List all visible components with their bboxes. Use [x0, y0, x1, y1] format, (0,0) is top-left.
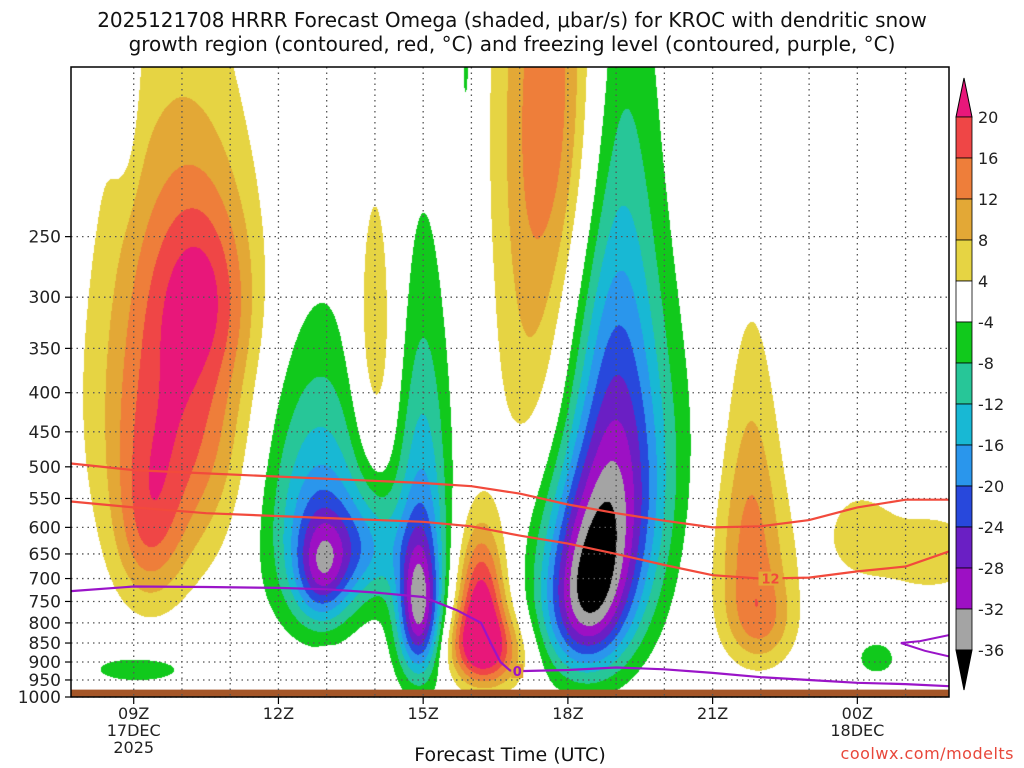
colorbar-label--28: -28 [978, 559, 1004, 578]
dgz-contour-minus-10 [71, 462, 949, 529]
contour-labels: 12 0 [511, 571, 783, 680]
chart-title-line-1: 2025121708 HRRR Forecast Omega (shaded, … [97, 8, 927, 32]
x-tick-label-00Z-line-2: 18DEC [830, 721, 884, 740]
colorbar-bin-12-to-16 [955, 157, 973, 200]
x-tick-label-09Z-line-1: 09Z [118, 704, 149, 723]
colorbar-label--16: -16 [978, 436, 1004, 455]
y-tick-label-550: 550 [29, 489, 61, 509]
dgz-contour-label: 12 [761, 573, 779, 588]
y-tick-label-600: 600 [29, 518, 61, 538]
colorbar-bin--20-to--16 [955, 444, 973, 487]
colorbar-bin--4-to-4 [955, 280, 973, 323]
colorbar-bin--16-to--12 [955, 403, 973, 446]
dgz-label-bg [758, 571, 783, 586]
colorbar-label--4: -4 [978, 313, 994, 332]
colorbar-bin-8-to-12 [955, 198, 973, 241]
y-tick-label-1000: 1000 [18, 688, 61, 708]
y-tick-label-950: 950 [29, 671, 61, 691]
colorbar-label--12: -12 [978, 395, 1004, 414]
y-tick-label-300: 300 [29, 288, 61, 308]
omega-shaded-field [71, 67, 949, 697]
freezing-label-bg [511, 664, 524, 679]
colorbar-bin--32-to--28 [955, 567, 973, 610]
y-axis-pressure: 2503003504004505005506006507007508008509… [18, 228, 71, 708]
y-tick-label-450: 450 [29, 423, 61, 443]
colorbar-bin--28-to--24 [955, 526, 973, 569]
dgz-contour-minus-12 [71, 500, 949, 580]
colorbar-label--20: -20 [978, 477, 1004, 496]
x-tick-label-09Z-line-3: 2025 [113, 738, 154, 757]
colorbar-legend: 20 16 12 8 4 -4 -8 -12 -16 -20 -24 -28 -32 -36 [955, 77, 1004, 691]
ground-below-surface [71, 689, 949, 697]
x-tick-label-18Z-line-1: 18Z [552, 704, 583, 723]
colorbar-bin--24-to--20 [955, 485, 973, 528]
colorbar-label-8: 8 [978, 231, 988, 250]
colorbar-label-4: 4 [978, 272, 988, 291]
colorbar-bin-4-to-8 [955, 239, 973, 282]
x-tick-label-00Z-line-1: 00Z [842, 704, 873, 723]
plot-frame [70, 66, 950, 698]
colorbar-label--32: -32 [978, 600, 1004, 619]
x-tick-label-12Z-line-1: 12Z [263, 704, 294, 723]
x-tick-label-09Z-line-2: 17DEC [107, 721, 161, 740]
x-tick-label-15Z-line-1: 15Z [408, 704, 439, 723]
source-credit[interactable]: coolwx.com/modelts [840, 744, 1014, 763]
colorbar-bin--12-to--8 [955, 362, 973, 405]
y-tick-label-850: 850 [29, 634, 61, 654]
y-tick-label-250: 250 [29, 228, 61, 248]
colorbar-label--8: -8 [978, 354, 994, 373]
colorbar-label--24: -24 [978, 518, 1004, 537]
freezing-level-label: 0 [513, 665, 522, 680]
contour-lines [71, 462, 949, 688]
y-tick-label-500: 500 [29, 458, 61, 478]
freezing-level-contour [71, 585, 949, 688]
x-tick-label-21Z-line-1: 21Z [697, 704, 728, 723]
colorbar-label--36: -36 [978, 641, 1004, 660]
y-tick-label-900: 900 [29, 653, 61, 673]
y-tick-label-700: 700 [29, 570, 61, 590]
colorbar-bin--8-to--4 [955, 321, 973, 364]
y-tick-label-350: 350 [29, 339, 61, 359]
colorbar-top-extend [955, 77, 973, 118]
colorbar-label-20: 20 [978, 108, 998, 127]
colorbar-label-16: 16 [978, 149, 998, 168]
chart-title-line-2: growth region (contoured, red, °C) and f… [128, 32, 896, 56]
colorbar-bottom-extend [955, 649, 973, 691]
y-tick-label-750: 750 [29, 592, 61, 612]
x-axis-title: Forecast Time (UTC) [414, 744, 606, 766]
colorbar-label-12: 12 [978, 190, 998, 209]
freezing-level-contour-right-lower [900, 642, 949, 658]
y-tick-label-400: 400 [29, 384, 61, 404]
freezing-level-contour-right-upper [900, 634, 949, 644]
colorbar-bin--36-to--32 [955, 608, 973, 651]
y-tick-label-650: 650 [29, 545, 61, 565]
y-tick-label-800: 800 [29, 614, 61, 634]
colorbar-bin-16-to-20 [955, 116, 973, 159]
